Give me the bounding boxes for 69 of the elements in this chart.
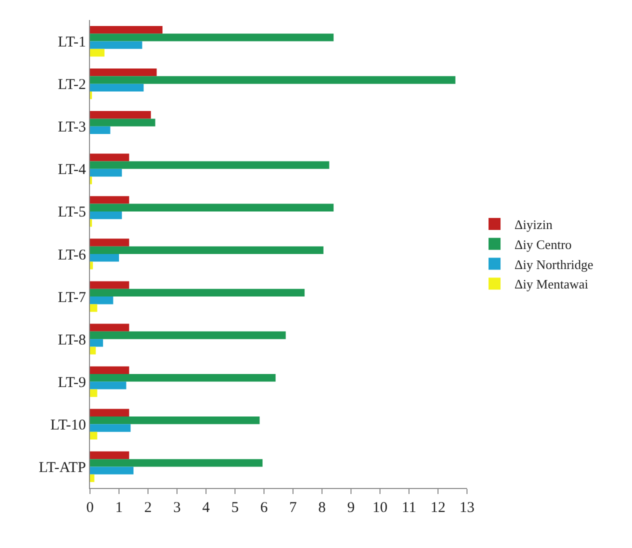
bar: [90, 281, 130, 289]
bar: [90, 296, 114, 304]
bar: [90, 196, 130, 204]
x-tick-label: 3: [173, 500, 181, 516]
bar: [90, 432, 98, 440]
bar: [90, 459, 263, 467]
bar: [90, 288, 305, 297]
bar: [90, 238, 130, 246]
bar: [90, 416, 260, 424]
bar: [90, 48, 104, 57]
x-tick-label: 5: [231, 500, 239, 516]
y-tick-label: LT-3: [58, 120, 86, 136]
y-tick-label: LT-2: [58, 77, 86, 94]
x-tick-label: 10: [372, 500, 388, 516]
y-tick-label: LT-10: [50, 417, 86, 434]
bar: [90, 366, 130, 374]
bar: [90, 331, 286, 340]
x-tick-label: 0: [86, 500, 94, 516]
legend-label: Δiy Centro: [514, 236, 572, 252]
y-tick-label: LT-7: [58, 290, 86, 306]
legend-label: Δiyizin: [514, 217, 554, 232]
bar: [90, 211, 122, 220]
bar: [90, 254, 119, 262]
x-tick-label: 8: [318, 500, 326, 516]
x-tick-label: 12: [430, 500, 446, 516]
x-tick-label: 4: [202, 500, 210, 516]
x-tick-label: 7: [289, 500, 298, 516]
x-tick-label: 13: [460, 500, 474, 516]
bar: [90, 324, 130, 332]
bar: [90, 382, 126, 390]
y-tick-label: LT-5: [58, 204, 86, 221]
legend-label: Δiy Northridge: [514, 256, 594, 272]
bar: [90, 76, 456, 84]
bar: [90, 111, 151, 119]
x-tick-label: 6: [260, 500, 268, 516]
x-tick-label: 9: [347, 500, 355, 516]
bar: [90, 389, 98, 397]
bar: [90, 34, 334, 42]
bar: [90, 161, 330, 169]
x-tick-label: 2: [144, 500, 152, 516]
bar: [90, 204, 334, 212]
y-tick-label: LT-ATP: [38, 460, 86, 476]
bar: [90, 68, 157, 76]
y-tick-label: LT-8: [58, 332, 86, 348]
bar: [90, 474, 94, 482]
bar: [90, 84, 144, 92]
bar: [90, 118, 156, 126]
bar: [90, 154, 130, 162]
bar: [90, 374, 276, 382]
bar: [90, 339, 104, 347]
bar: [90, 168, 122, 177]
x-tick-label: 1: [115, 500, 123, 516]
x-tick-label: 11: [402, 500, 416, 516]
y-tick-label: LT-6: [58, 247, 86, 264]
y-tick-label: LT-9: [58, 374, 86, 391]
bar: [90, 304, 98, 312]
bar: [90, 262, 93, 270]
bar: [90, 451, 130, 460]
bar: [90, 466, 134, 474]
bar: [90, 126, 110, 134]
y-tick-label: LT-4: [58, 162, 86, 178]
bar: [90, 346, 96, 354]
bar: [90, 246, 324, 254]
bar: [90, 26, 162, 34]
legend-label: Δiy Mentawai: [514, 276, 589, 292]
y-tick-label: LT-1: [58, 34, 86, 51]
bar: [90, 41, 142, 49]
bar: [90, 408, 130, 417]
bar: [90, 424, 131, 432]
